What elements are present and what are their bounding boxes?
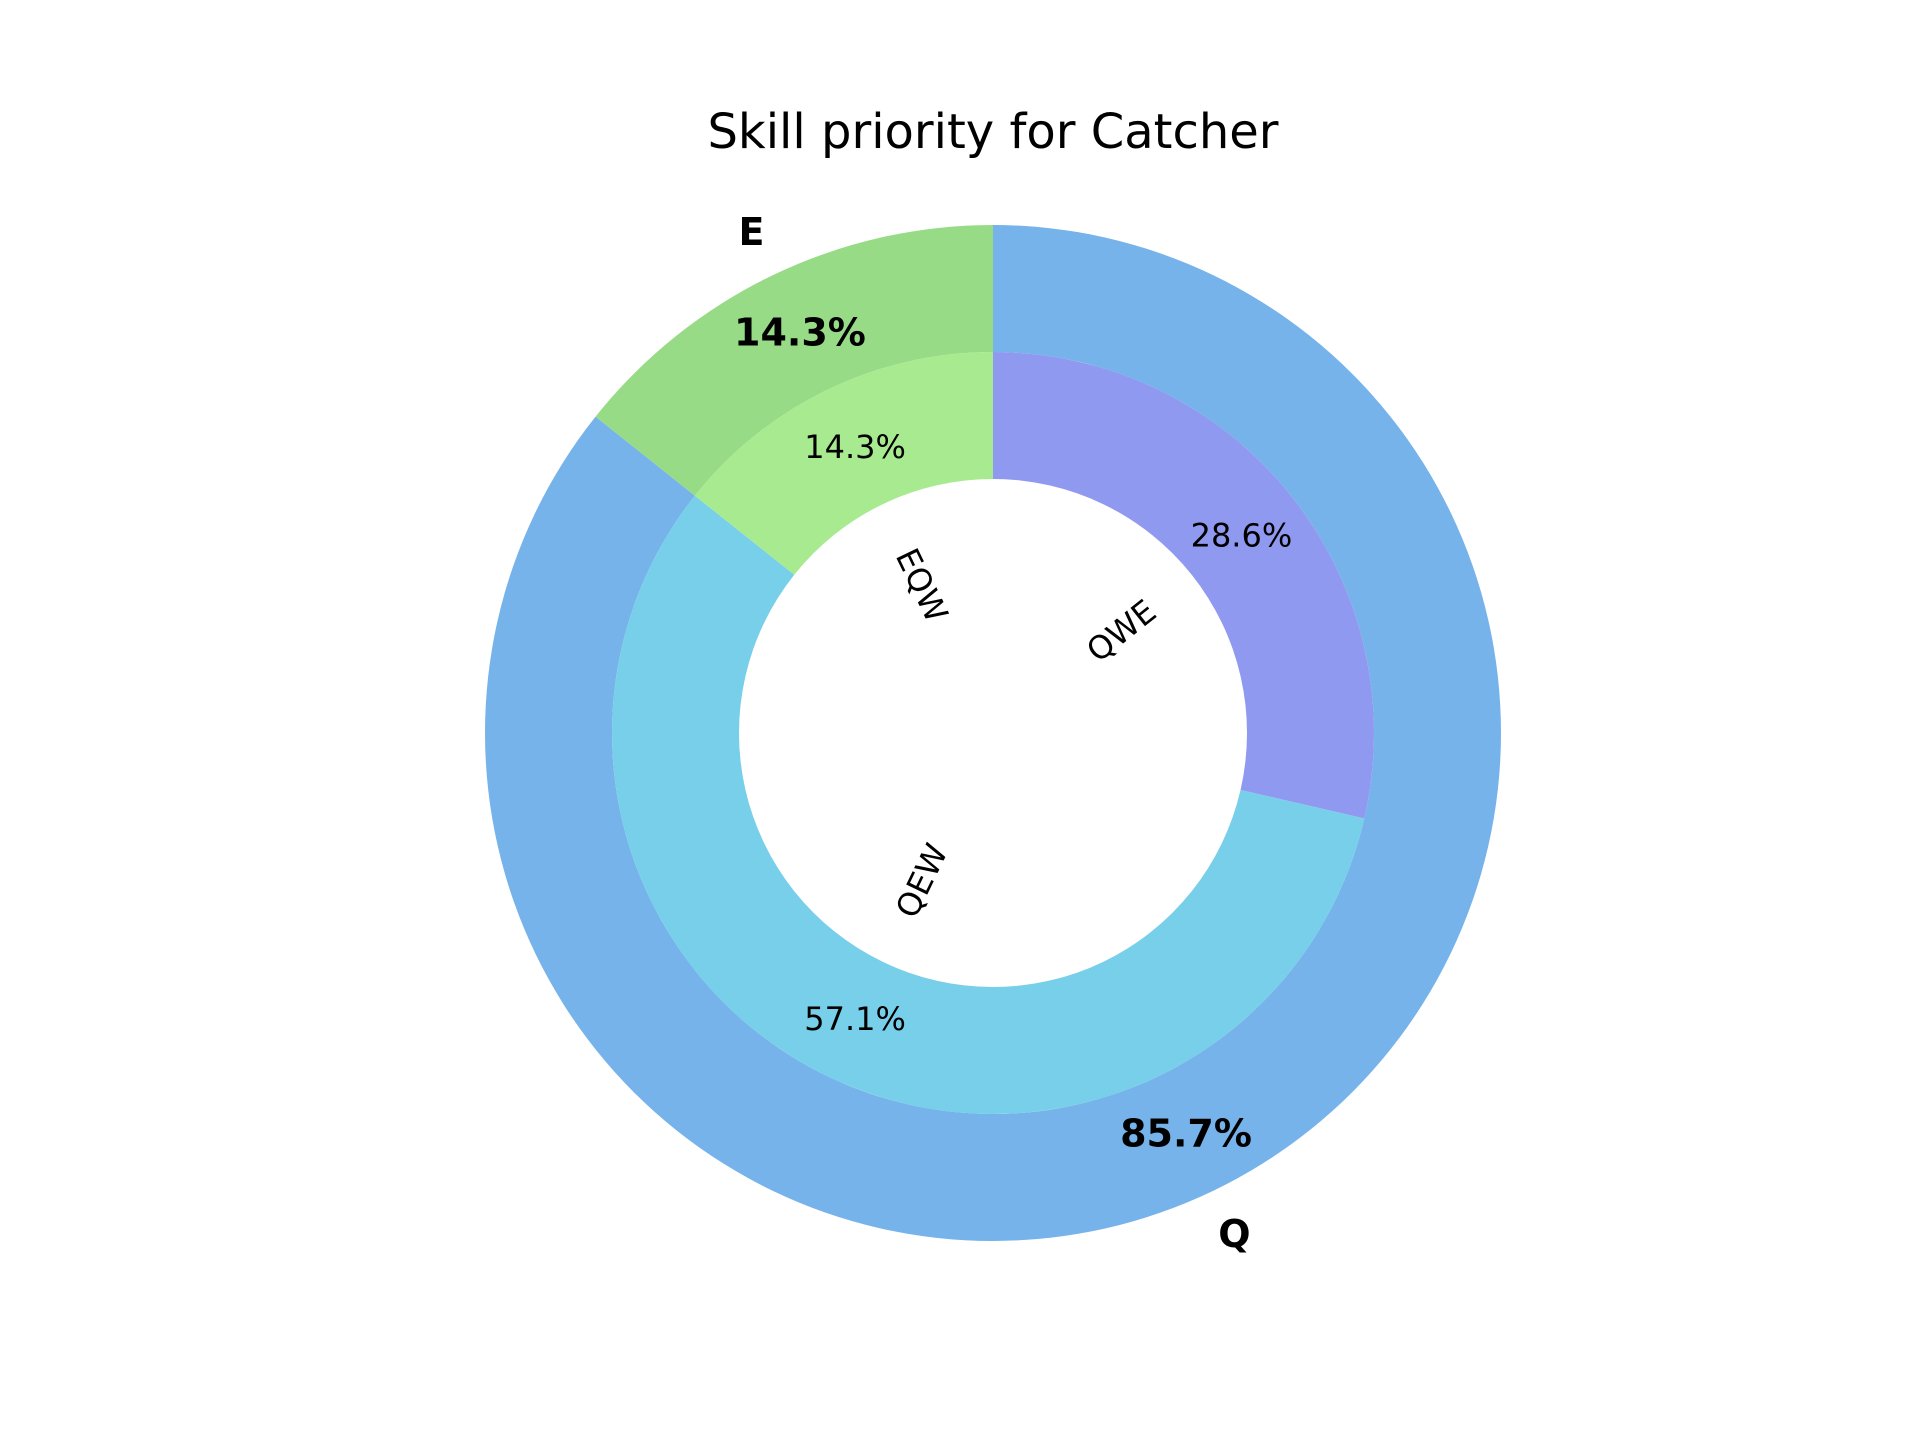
inner-value-qew: 57.1%	[804, 1000, 906, 1038]
inner-slice-eqw	[694, 352, 993, 575]
inner-label-qew: QEW	[888, 838, 956, 924]
inner-value-eqw: 14.3%	[804, 428, 906, 466]
outer-ring	[485, 225, 1502, 1241]
outer-slice-e	[595, 225, 993, 496]
inner-slice-qwe	[993, 352, 1374, 819]
inner-label-qwe: QWE	[1079, 592, 1163, 670]
outer-value-e: 14.3%	[734, 311, 866, 355]
outer-label-q: Q	[1218, 1212, 1250, 1256]
outer-label-e: E	[739, 210, 765, 254]
outer-value-q: 85.7%	[1120, 1111, 1252, 1155]
inner-ring	[611, 352, 1374, 1115]
chart-title: Skill priority for Catcher	[707, 104, 1278, 160]
inner-label-eqw: EQW	[888, 542, 956, 628]
inner-slice-qew	[611, 495, 1365, 1115]
inner-value-qwe: 28.6%	[1191, 516, 1293, 554]
